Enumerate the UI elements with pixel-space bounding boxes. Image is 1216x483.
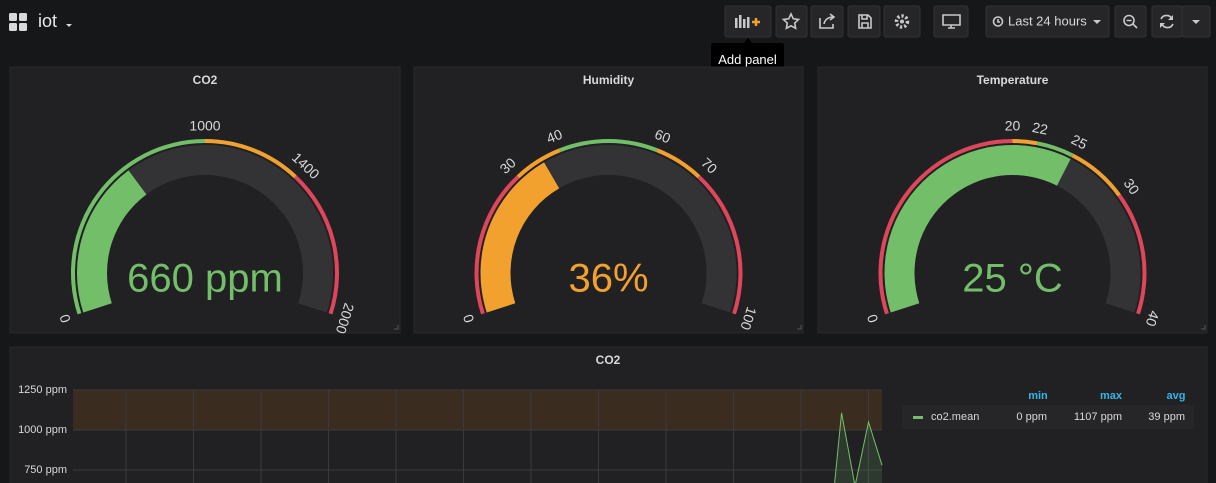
threshold-band — [516, 148, 561, 179]
gauge-value-arc — [884, 144, 1071, 313]
threshold-band — [293, 175, 339, 315]
legend-header[interactable]: max — [1100, 390, 1123, 402]
resize-handle — [1201, 325, 1206, 330]
y-tick-label: 1000 ppm — [18, 424, 67, 436]
threshold-band — [697, 175, 743, 315]
resize-handle — [797, 325, 802, 330]
gauge-tick-label: 60 — [653, 126, 674, 147]
gauge-value-arc — [76, 170, 147, 313]
time-range[interactable]: Last 24 hours — [1008, 13, 1087, 28]
y-tick-label: 1250 ppm — [18, 384, 67, 396]
y-tick-label: 750 ppm — [24, 464, 67, 476]
save-button[interactable] — [847, 5, 881, 38]
add-panel-button[interactable] — [724, 5, 772, 38]
threshold-area — [73, 390, 882, 430]
refresh-button[interactable] — [1151, 5, 1183, 38]
gauge-value: 25 °C — [962, 257, 1063, 301]
dashboard-logo[interactable] — [9, 13, 27, 31]
dropdown-caret[interactable] — [66, 24, 72, 27]
legend-name[interactable]: co2.mean — [931, 411, 979, 423]
tv-mode-button[interactable] — [933, 5, 969, 38]
legend-avg: 39 ppm — [1148, 411, 1185, 423]
gauge-tick-label: 20 — [1005, 118, 1021, 134]
legend-row — [902, 405, 1194, 429]
graph: 1250 ppm 1000 ppm 750 ppm — [18, 384, 883, 483]
panel-title[interactable]: Temperature — [977, 73, 1049, 87]
threshold-band — [1012, 139, 1038, 146]
legend-header[interactable]: min — [1028, 390, 1048, 402]
time-picker[interactable]: Last 24 hours — [985, 5, 1110, 38]
legend: min max avg co2.mean 0 ppm 1107 ppm 39 p… — [902, 390, 1194, 429]
gauge-tick-label: 25 — [1069, 131, 1090, 152]
resize-handle — [394, 325, 399, 330]
gauge-tick-label: 40 — [544, 126, 565, 147]
gauge-tick-label: 100 — [737, 305, 760, 332]
legend-max: 1107 ppm — [1074, 411, 1122, 423]
threshold-band — [1117, 194, 1147, 315]
legend-min: 0 ppm — [1016, 411, 1047, 423]
gauge-value: 36% — [568, 257, 648, 301]
star-button[interactable] — [775, 5, 808, 38]
threshold-band — [656, 148, 701, 179]
gauge-value: 660 ppm — [127, 257, 283, 301]
zoom-out-button[interactable] — [1114, 5, 1147, 38]
threshold-band — [474, 175, 520, 315]
tooltip-text: Add panel — [718, 52, 777, 67]
share-button[interactable] — [810, 5, 844, 38]
gauge-track — [76, 144, 334, 313]
panel-title[interactable]: Humidity — [583, 73, 635, 87]
gauge-tick-label: 1000 — [189, 118, 220, 134]
legend-header[interactable]: avg — [1167, 390, 1186, 402]
panel-title[interactable]: CO2 — [596, 353, 621, 367]
threshold-band — [205, 139, 297, 179]
threshold-band — [1071, 153, 1121, 197]
gauge-tick-label: 22 — [1031, 119, 1050, 138]
gauge-tick-label: 40 — [1143, 309, 1163, 329]
dashboard-title[interactable]: iot — [38, 11, 57, 31]
refresh-interval-button[interactable] — [1181, 5, 1211, 38]
series-area — [834, 412, 882, 483]
gauge-value-arc — [480, 162, 560, 313]
threshold-band — [559, 139, 658, 153]
threshold-band — [1036, 141, 1074, 158]
panel-title[interactable]: CO2 — [193, 73, 218, 87]
settings-button[interactable] — [883, 5, 921, 38]
legend-swatch — [913, 416, 923, 419]
